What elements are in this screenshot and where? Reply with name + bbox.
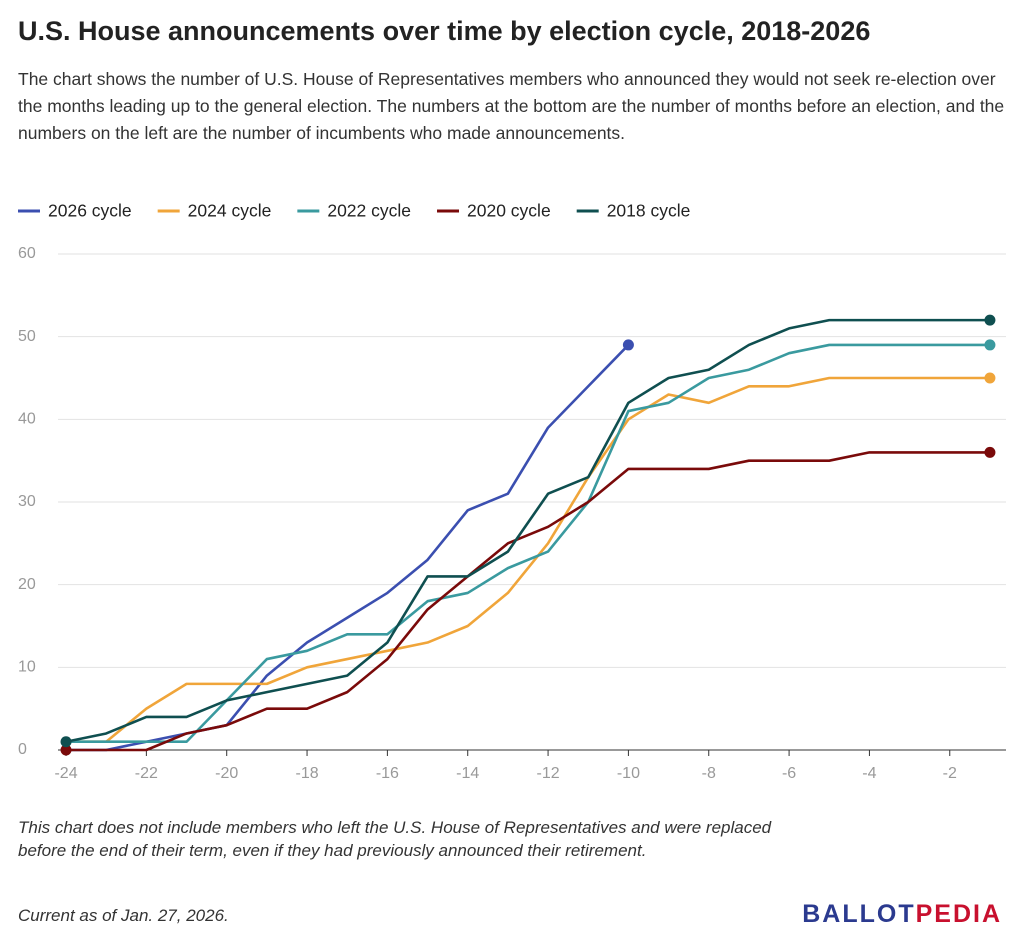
end-dot bbox=[984, 339, 996, 351]
series-line bbox=[66, 451, 990, 752]
logo-part: PEDIA bbox=[915, 900, 1002, 928]
legend-label: 2022 cycle bbox=[327, 201, 411, 221]
end-dot bbox=[984, 372, 996, 384]
y-tick-label: 10 bbox=[18, 659, 36, 676]
series-line bbox=[66, 343, 990, 744]
end-dot bbox=[984, 446, 996, 458]
chart-title: U.S. House announcements over time by el… bbox=[18, 16, 871, 46]
y-tick-label: 40 bbox=[18, 411, 36, 428]
y-tick-label: 60 bbox=[18, 245, 36, 262]
logo-part: BALLOT bbox=[802, 900, 916, 928]
x-tick-label: -14 bbox=[456, 765, 479, 782]
series-line bbox=[66, 344, 630, 752]
logo: BALLOTPEDIA bbox=[802, 900, 1002, 929]
x-tick-label: -10 bbox=[617, 765, 640, 782]
footnote: This chart does not include members who … bbox=[18, 818, 772, 860]
x-tick-label: -8 bbox=[702, 765, 716, 782]
legend-label: 2026 cycle bbox=[48, 201, 132, 221]
x-tick-label: -12 bbox=[537, 765, 560, 782]
end-dot bbox=[984, 314, 996, 326]
x-tick-label: -16 bbox=[376, 765, 399, 782]
x-tick-label: -4 bbox=[862, 765, 876, 782]
y-tick-label: 0 bbox=[18, 741, 27, 758]
series-line bbox=[65, 318, 990, 744]
note: Current as of Jan. 27, 2026. bbox=[18, 906, 229, 925]
end-dot bbox=[60, 744, 72, 756]
end-dot bbox=[622, 339, 634, 351]
x-tick-label: -24 bbox=[54, 765, 77, 782]
x-tick-label: -20 bbox=[215, 765, 238, 782]
x-tick-label: -6 bbox=[782, 765, 796, 782]
end-dot bbox=[60, 736, 72, 748]
legend-label: 2024 cycle bbox=[188, 201, 272, 221]
y-tick-label: 50 bbox=[18, 328, 36, 345]
x-tick-label: -18 bbox=[295, 765, 318, 782]
y-tick-label: 30 bbox=[18, 493, 36, 510]
legend-label: 2018 cycle bbox=[607, 201, 691, 221]
y-tick-label: 20 bbox=[18, 576, 36, 593]
x-tick-label: -2 bbox=[943, 765, 957, 782]
chart-subtitle: The chart shows the number of U.S. House… bbox=[18, 69, 1005, 143]
series-line bbox=[66, 376, 990, 744]
x-tick-label: -22 bbox=[135, 765, 158, 782]
legend-label: 2020 cycle bbox=[467, 201, 551, 221]
